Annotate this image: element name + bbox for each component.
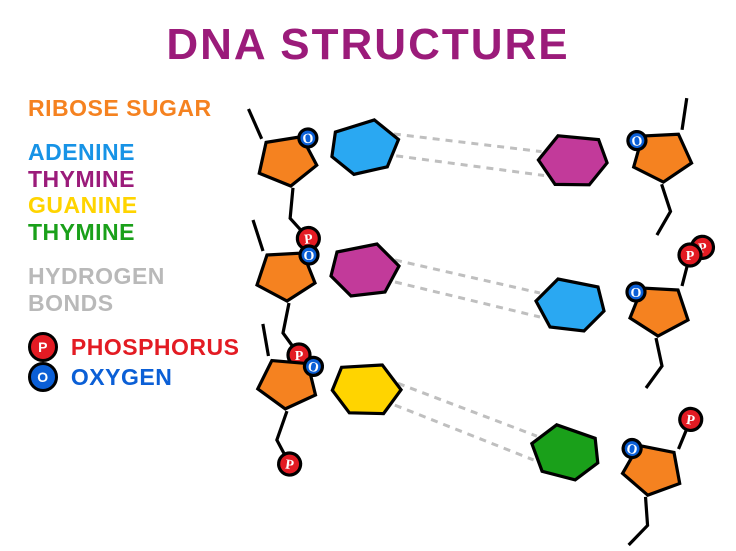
legend-ribose-label: RIBOSE SUGAR	[28, 95, 212, 121]
legend-hbonds: HYDROGEN BONDS	[28, 263, 239, 316]
base-adenine	[329, 118, 402, 177]
hydrogen-bond	[395, 282, 540, 317]
hydrogen-bond	[394, 119, 542, 167]
legend-ribose: RIBOSE SUGAR	[28, 95, 239, 121]
base-thymine_purple	[536, 131, 609, 190]
svg-text:O: O	[631, 286, 642, 301]
legend-phosphorus-label: PHOSPHORUS	[71, 334, 240, 360]
svg-text:O: O	[302, 131, 315, 147]
hydrogen-bond	[393, 383, 541, 436]
legend-phosphorus: P PHOSPHORUS	[28, 334, 239, 364]
title-text: DNA STRUCTURE	[166, 20, 569, 69]
legend-oxygen-label: OXYGEN	[71, 364, 172, 390]
legend-oxygen: O OXYGEN	[28, 364, 239, 394]
legend-thymine1-label: THYMINE	[28, 166, 135, 192]
legend-hbonds-l1: HYDROGEN	[28, 263, 165, 289]
legend-bases: ADENINE THYMINE GUANINE THYMINE	[28, 139, 239, 245]
legend-atoms: P PHOSPHORUS O OXYGEN	[28, 334, 239, 394]
legend-thymine2-label: THYMINE	[28, 219, 135, 245]
base-thymine_green	[528, 422, 603, 483]
legend: RIBOSE SUGAR ADENINE THYMINE GUANINE THY…	[28, 95, 239, 394]
page-title: DNA STRUCTURE	[0, 20, 736, 70]
oxygen-icon: O	[28, 362, 58, 392]
nucleotide-pair: OOPP	[239, 324, 706, 550]
svg-text:O: O	[304, 249, 315, 264]
nucleotide-pair: OOPP	[248, 80, 714, 304]
dna-diagram: OOPPOOPPOOPP	[230, 80, 730, 550]
svg-text:O: O	[307, 360, 320, 376]
legend-hbonds-l2: BONDS	[28, 290, 114, 316]
base-guanine	[330, 359, 405, 420]
svg-text:O: O	[625, 442, 638, 458]
hydrogen-bond	[395, 260, 540, 293]
legend-guanine-label: GUANINE	[28, 192, 138, 218]
svg-text:O: O	[631, 134, 644, 150]
legend-adenine-label: ADENINE	[28, 139, 135, 165]
base-thymine_purple	[331, 244, 399, 296]
phosphorus-icon: P	[28, 332, 58, 362]
svg-text:P: P	[686, 249, 695, 264]
hydrogen-bond	[390, 405, 538, 460]
base-adenine	[536, 279, 604, 331]
hydrogen-bond	[396, 141, 544, 191]
